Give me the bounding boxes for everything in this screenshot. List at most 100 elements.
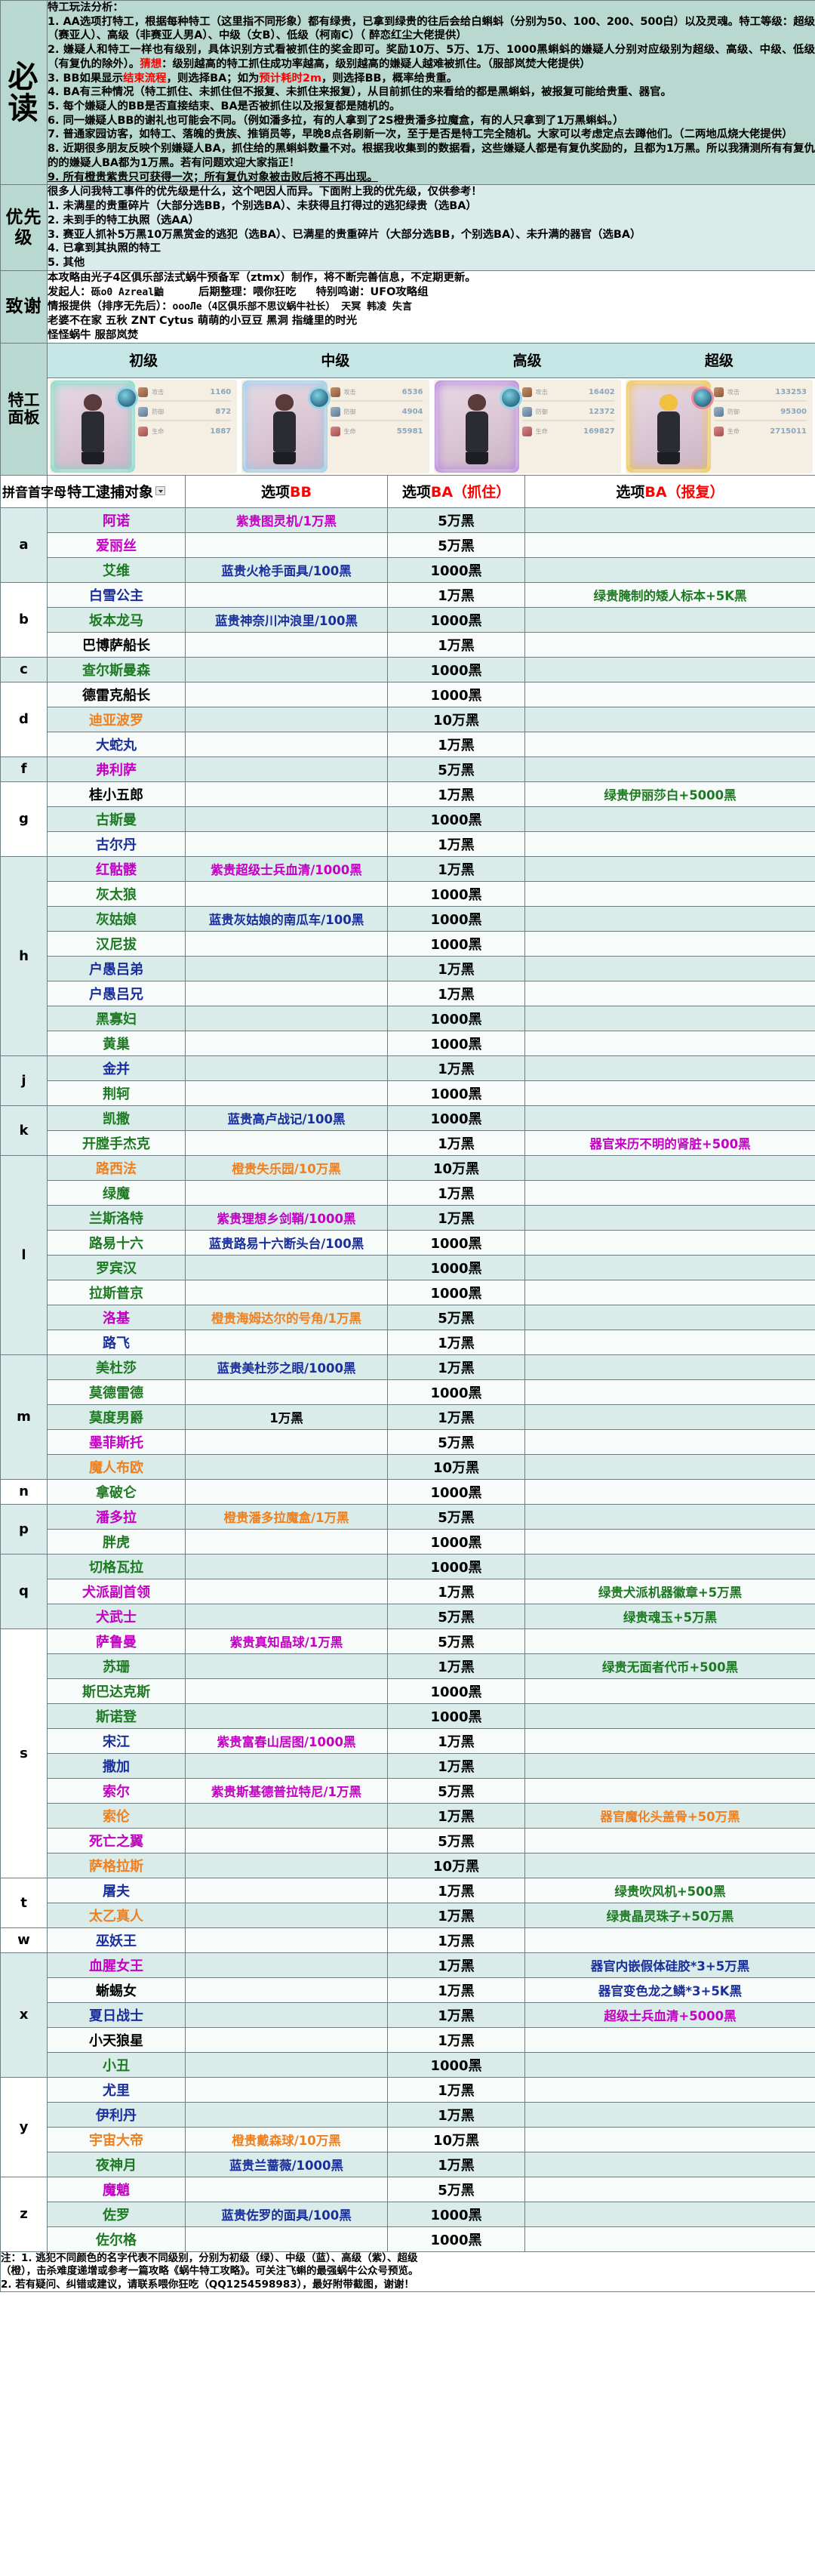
cell-option-bb: 橙贵海姆达尔的号角/1万黑 (185, 1304, 388, 1330)
table-row: l 路西法 橙贵失乐园/10万黑 10万黑 (0, 1154, 815, 1355)
cell-option-bb (185, 1852, 388, 1878)
table-row: 坂本龙马 蓝贵神奈川冲浪里/100黑 1000黑 (1, 606, 815, 633)
panel-tier-1: 中级 (321, 352, 350, 369)
agent-portrait (437, 383, 522, 470)
cell-option-ba-catch: 1000黑 (387, 2226, 525, 2252)
cell-target-name: 萨鲁曼 (47, 1628, 186, 1654)
cell-target-name: 黄巢 (47, 1030, 186, 1056)
cell-option-ba-revenge (524, 1030, 815, 1056)
cell-option-ba-revenge (524, 1329, 815, 1355)
table-row: 户愚吕兄 1万黑 (1, 980, 815, 1006)
cell-option-ba-catch: 1万黑 (387, 2026, 525, 2053)
cell-option-ba-catch: 1000黑 (387, 1254, 525, 1280)
priority-prose: 很多人问我特工事件的优先级是什么，这个吧因人而异。下面附上我的优先级，仅供参考！… (47, 184, 815, 271)
cell-target-name: 红骷髅 (47, 855, 186, 882)
cell-option-ba-catch: 5万黑 (387, 1603, 525, 1629)
agent-rank-badge (691, 386, 714, 409)
table-row: 黑寡妇 1000黑 (1, 1005, 815, 1031)
cell-option-ba-catch: 1万黑 (387, 1404, 525, 1430)
group-initial-z: z (0, 2176, 48, 2252)
cell-target-name: 黑寡妇 (47, 1005, 186, 1031)
table-row: 兰斯洛特 紫贵理想乡剑鞘/1000黑 1万黑 (1, 1204, 815, 1231)
hp-value: 1887 (210, 427, 232, 436)
cell-option-bb (185, 1802, 388, 1829)
footnote-block: 注：1. 逃犯不同颜色的名字代表不同级别，分别为初级（绿）、中级（蓝）、高级（紫… (0, 2251, 815, 2293)
cell-target-name: 斯诺登 (47, 1702, 186, 1729)
cell-target-name: 佐尔格 (47, 2226, 186, 2252)
cell-option-ba-revenge (524, 1179, 815, 1206)
cell-option-ba-catch: 1000黑 (387, 1080, 525, 1106)
cell-target-name: 凯撒 (47, 1105, 186, 1131)
cell-option-ba-revenge (524, 1005, 815, 1031)
cell-option-ba-revenge (524, 1678, 815, 1704)
defense-value: 95300 (780, 407, 807, 416)
table-row: 罗宾汉 1000黑 (1, 1254, 815, 1280)
cell-option-bb (185, 1553, 388, 1579)
cell-target-name: 苏珊 (47, 1653, 186, 1679)
cell-option-ba-revenge (524, 930, 815, 957)
table-row: 黄巢 1000黑 (1, 1030, 815, 1056)
cell-option-ba-catch: 5万黑 (387, 1428, 525, 1455)
cell-option-ba-catch: 1万黑 (387, 1055, 525, 1081)
cell-option-bb (185, 1977, 388, 2003)
table-row: 苏珊 1万黑 绿贵无面者代币+500黑 (1, 1653, 815, 1679)
cell-option-bb (185, 1080, 388, 1106)
cell-option-ba-revenge: 绿贵伊丽莎白+5000黑 (524, 781, 815, 807)
cell-option-bb (185, 1952, 388, 1978)
col-header-target[interactable]: 特工逮捕对象 (47, 474, 186, 508)
cell-target-name: 灰姑娘 (47, 905, 186, 932)
guide-sheet: 必读 特工玩法分析： 1. AA选项打特工，根据每种特工（这里指不同形象）都有绿… (0, 0, 815, 2293)
cell-target-name: 罗宾汉 (47, 1254, 186, 1280)
table-row: 户愚吕弟 1万黑 (1, 955, 815, 981)
group-initial-s: s (0, 1628, 48, 1878)
filter-icon[interactable] (155, 485, 165, 495)
agent-rank-badge (115, 386, 139, 409)
cell-option-ba-revenge: 绿贵魂玉+5万黑 (524, 1603, 815, 1629)
cell-target-name: 萨格拉斯 (47, 1852, 186, 1878)
panel-tier-2: 高级 (512, 352, 542, 369)
cell-option-ba-revenge (524, 980, 815, 1006)
cell-option-ba-revenge (524, 1354, 815, 1380)
attack-label: 攻击 (535, 388, 548, 396)
cell-option-ba-revenge (524, 1404, 815, 1430)
cell-target-name: 巫妖王 (47, 1927, 186, 1953)
group-initial-l: l (0, 1154, 48, 1355)
agent-stats: 攻击 6536 防御 4904 生命 55981 (324, 380, 429, 473)
table-row: h 红骷髅 紫贵超级士兵血清/1000黑 1万黑 (0, 855, 815, 1056)
hp-label: 生命 (727, 427, 740, 435)
cell-option-ba-revenge: 器官内嵌假体硅胶*3+5万黑 (524, 1952, 815, 1978)
cell-option-ba-revenge (524, 631, 815, 658)
cell-option-ba-catch: 1万黑 (387, 2076, 525, 2103)
table-row: t 屠夫 1万黑 绿贵吹风机+500黑 (0, 1877, 815, 1928)
hp-icon (330, 426, 340, 436)
editor-name: 喂你狂吃 (253, 285, 297, 298)
credits-line-4: 老婆不在家 五秋 ZNT Cytus 萌萌的小豆豆 黑洞 指缝里的时光 (48, 314, 358, 327)
hp-label: 生命 (535, 427, 548, 435)
priority-lead: 很多人问我特工事件的优先级是什么，这个吧因人而异。下面附上我的优先级，仅供参考！ (48, 186, 482, 199)
agent-rank-badge (499, 386, 522, 409)
special-thanks-name: UFO攻略组 (370, 285, 429, 298)
cell-target-name: 蜥蜴女 (47, 1977, 186, 2003)
cell-option-ba-revenge (524, 656, 815, 683)
table-row: 大蛇丸 1万黑 (1, 731, 815, 757)
cell-option-ba-revenge (524, 1478, 815, 1505)
cell-option-bb: 紫贵图灵机/1万黑 (185, 507, 388, 533)
table-row: 犬武士 5万黑 绿贵魂玉+5万黑 (1, 1603, 815, 1629)
cell-option-bb (185, 1702, 388, 1729)
cell-option-ba-revenge (524, 2101, 815, 2128)
cell-option-ba-revenge (524, 681, 815, 707)
table-row: z 魔魈 5万黑 (0, 2176, 815, 2252)
cell-target-name: 夜神月 (47, 2151, 186, 2177)
defense-icon (714, 406, 724, 417)
hp-label: 生命 (343, 427, 356, 435)
cell-option-ba-catch: 1000黑 (387, 1553, 525, 1579)
cell-option-bb: 蓝贵美杜莎之眼/1000黑 (185, 1354, 388, 1380)
info-label: 情报提供（排序无先后）： (48, 300, 173, 313)
cell-option-ba-catch: 1000黑 (387, 1279, 525, 1305)
cell-option-ba-revenge (524, 1229, 815, 1256)
cell-target-name: 血腥女王 (47, 1952, 186, 1978)
cell-option-ba-revenge (524, 706, 815, 732)
cell-option-ba-catch: 1万黑 (387, 1877, 525, 1903)
cell-option-bb (185, 930, 388, 957)
intro-prose: 特工玩法分析： 1. AA选项打特工，根据每种特工（这里指不同形象）都有绿贵，已… (47, 0, 815, 186)
